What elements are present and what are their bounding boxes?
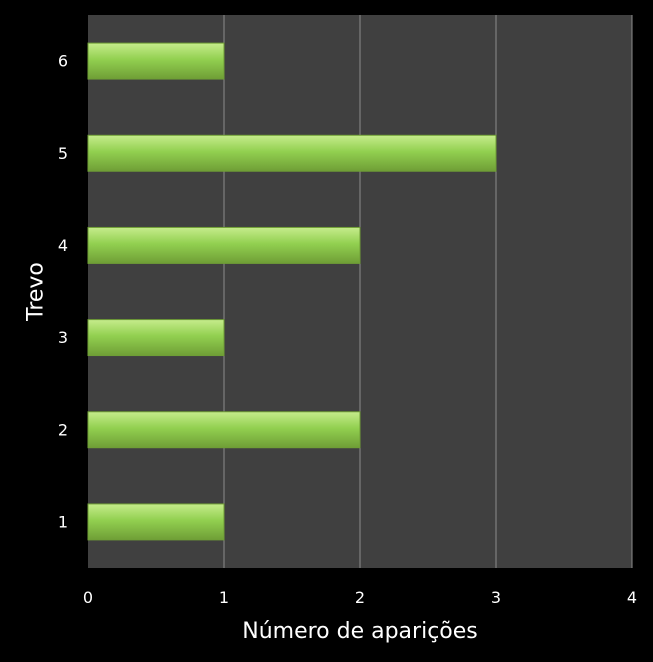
x-tick-label: 0 bbox=[83, 588, 93, 607]
bar-trevo-1 bbox=[87, 503, 225, 541]
y-tick-label: 4 bbox=[58, 236, 68, 255]
y-axis-tick-labels: 1 2 3 4 5 6 bbox=[58, 52, 68, 532]
bars bbox=[87, 42, 497, 541]
bar-trevo-5 bbox=[87, 134, 497, 172]
x-tick-label: 1 bbox=[219, 588, 229, 607]
y-tick-label: 5 bbox=[58, 144, 68, 163]
y-tick-label: 3 bbox=[58, 328, 68, 347]
x-tick-label: 2 bbox=[355, 588, 365, 607]
gridlines bbox=[223, 15, 633, 568]
x-axis-tick-labels: 0 1 2 3 4 bbox=[83, 588, 637, 607]
bar-trevo-4 bbox=[87, 226, 361, 264]
bar-trevo-6 bbox=[87, 42, 225, 80]
bar-trevo-2 bbox=[87, 411, 361, 449]
bar-trevo-3 bbox=[87, 319, 225, 357]
y-axis-title: Trevo bbox=[24, 262, 49, 322]
y-tick-label: 1 bbox=[58, 512, 68, 531]
x-tick-label: 4 bbox=[627, 588, 637, 607]
x-tick-label: 3 bbox=[491, 588, 501, 607]
y-tick-label: 2 bbox=[58, 420, 68, 439]
y-tick-label: 6 bbox=[58, 52, 68, 71]
x-axis-title: Número de aparições bbox=[242, 619, 478, 644]
